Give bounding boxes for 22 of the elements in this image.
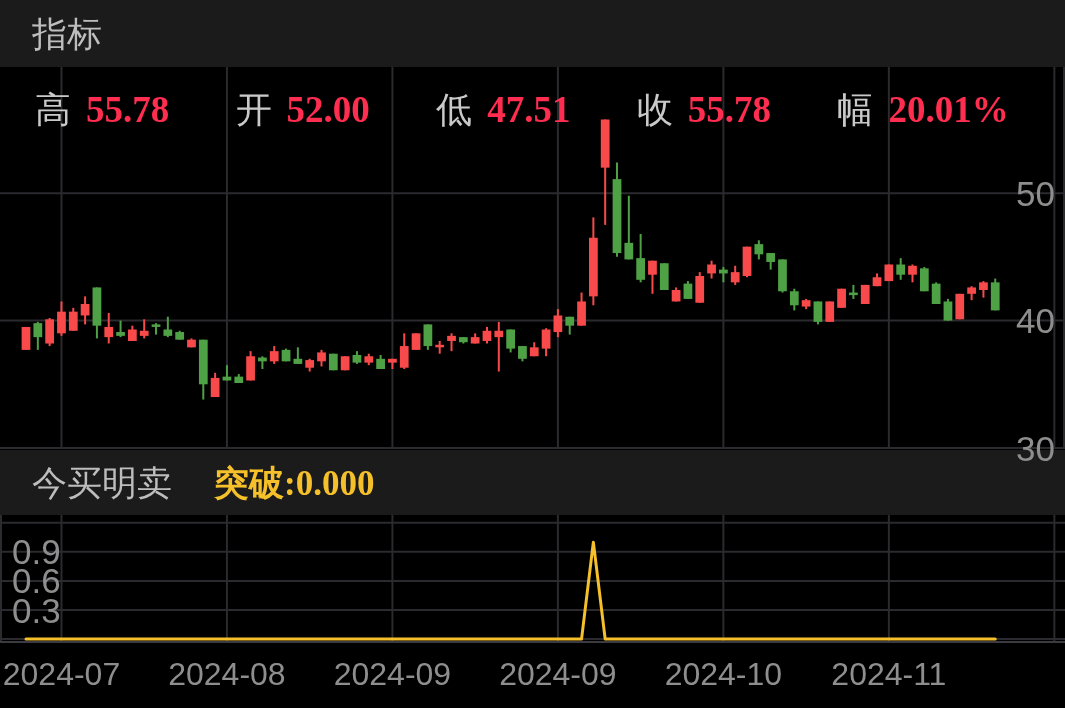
ytick: 30 bbox=[1016, 428, 1055, 468]
info-label: 低 bbox=[436, 89, 473, 130]
xtick: 2024-11 bbox=[831, 656, 947, 692]
info-label: 开 bbox=[235, 89, 272, 130]
xtick: 2024-08 bbox=[168, 656, 286, 692]
info-value: 52.00 bbox=[286, 89, 370, 130]
ytick: 50 bbox=[1016, 173, 1055, 213]
title: 今买明卖 bbox=[32, 462, 172, 502]
xtick: 2024-09 bbox=[333, 656, 452, 692]
info-label: 收 bbox=[636, 89, 673, 130]
xtick: 2024-09 bbox=[499, 656, 617, 692]
xtick: 2024-07 bbox=[2, 656, 121, 692]
info-value: 55.78 bbox=[687, 89, 772, 130]
info-value: 55.78 bbox=[86, 89, 170, 130]
title: 指标 bbox=[32, 13, 102, 53]
xtick: 2024-10 bbox=[664, 656, 783, 692]
info-value: 47.51 bbox=[487, 89, 571, 130]
info-value: 20.01% bbox=[888, 89, 1009, 130]
info-label: 幅 bbox=[837, 89, 874, 130]
legend: 突破:0.000 bbox=[214, 463, 375, 503]
ytick: 40 bbox=[1016, 301, 1055, 341]
info-label: 高 bbox=[35, 89, 71, 130]
